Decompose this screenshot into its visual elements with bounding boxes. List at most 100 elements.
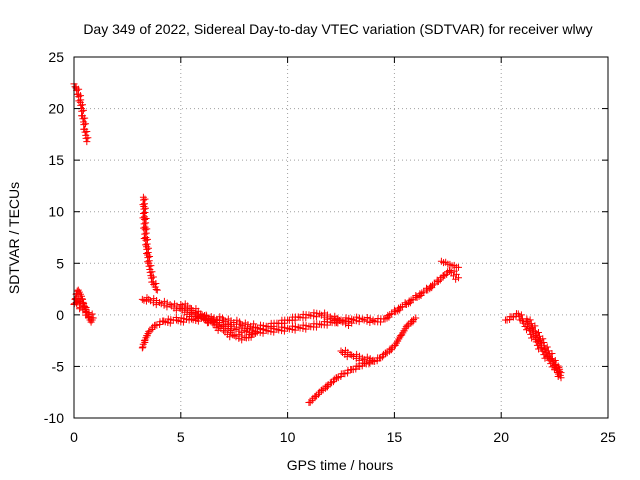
data-point-interp: [544, 347, 552, 355]
data-point-interp: [143, 332, 151, 340]
y-axis-label: SDTVAR / TECUs: [6, 182, 22, 294]
data-point-interp: [296, 324, 304, 332]
data-point-interp: [250, 330, 258, 338]
data-point-interp: [71, 83, 79, 91]
data-point: [316, 320, 324, 328]
data-point-interp: [280, 327, 288, 335]
data-point: [177, 301, 185, 309]
data-point-interp: [302, 314, 310, 322]
data-point-interp: [323, 383, 331, 391]
chart-title: Day 349 of 2022, Sidereal Day-to-day VTE…: [83, 21, 592, 37]
y-tick-label: 5: [56, 255, 64, 271]
data-point-interp: [278, 327, 286, 335]
data-point: [284, 324, 292, 332]
data-point-interp: [312, 313, 320, 321]
data-point-interp: [84, 134, 92, 142]
data-point-interp: [280, 319, 288, 327]
y-tick-label: 0: [56, 307, 64, 323]
data-point-interp: [396, 306, 404, 314]
data-point-interp: [76, 303, 84, 311]
data-point-interp: [194, 312, 202, 320]
data-point-interp: [141, 195, 149, 203]
data-point: [358, 315, 366, 323]
data-point-interp: [253, 324, 261, 332]
data-point: [294, 323, 302, 331]
data-point-interp: [146, 268, 154, 276]
x-axis-label: GPS time / hours: [287, 457, 394, 473]
data-point-interp: [394, 337, 402, 345]
data-point-interp: [156, 320, 164, 328]
x-tick-label: 20: [493, 429, 509, 445]
data-point: [557, 374, 565, 382]
data-point: [138, 344, 146, 352]
data-point-interp: [312, 323, 320, 331]
data-point-interp: [75, 297, 83, 305]
data-point: [153, 286, 161, 294]
y-tick-label: -5: [52, 358, 65, 374]
data-point-interp: [379, 353, 387, 361]
data-point-interp: [299, 325, 307, 333]
data-point: [273, 325, 281, 333]
data-point: [454, 274, 462, 282]
data-point: [252, 323, 260, 331]
data-point-interp: [543, 343, 551, 351]
data-point: [83, 138, 91, 146]
y-tick-label: -10: [44, 410, 64, 426]
data-point-interp: [555, 363, 563, 371]
data-point: [369, 317, 377, 325]
data-point-interp: [247, 333, 255, 341]
x-tick-label: 15: [387, 429, 403, 445]
data-point-interp: [152, 279, 160, 287]
data-point-interp: [551, 357, 559, 365]
data-point-interp: [148, 268, 156, 276]
data-point-interp: [285, 325, 293, 333]
data-point: [220, 316, 228, 324]
x-tick-label: 0: [70, 429, 78, 445]
data-point: [305, 322, 313, 330]
data-point-interp: [315, 390, 323, 398]
data-point: [348, 319, 356, 327]
data-point-interp: [288, 326, 296, 334]
data-point-interp: [256, 325, 264, 333]
y-tick-label: 20: [48, 101, 64, 117]
data-point-interp: [270, 322, 278, 330]
data-point: [348, 351, 356, 359]
data-point-interp: [377, 318, 385, 326]
data-point-interp: [323, 321, 331, 329]
data-point-interp: [428, 284, 436, 292]
data-point: [160, 317, 168, 325]
data-point: [369, 356, 377, 364]
data-point-interp: [436, 276, 444, 284]
data-point-interp: [270, 328, 278, 336]
data-point-interp: [527, 320, 535, 328]
data-point-interp: [82, 134, 90, 142]
data-point-interp: [79, 106, 87, 114]
data-point-interp: [329, 378, 337, 386]
data-point-interp: [443, 270, 451, 278]
y-tick-label: 15: [48, 152, 64, 168]
data-point-interp: [308, 397, 316, 405]
data-point: [337, 347, 345, 355]
data-point-interp: [307, 312, 315, 320]
axis-ticks: 0 5 10 15 20 25 -10 -5 0 5 10 15 20 25: [44, 49, 616, 445]
data-point-interp: [143, 250, 151, 258]
data-point-interp: [344, 369, 352, 377]
data-point-interp: [139, 340, 147, 348]
data-point-interp: [147, 262, 155, 270]
data-point: [237, 320, 245, 328]
data-point-interp: [388, 346, 396, 354]
data-point-interp: [77, 101, 85, 109]
data-point-interp: [517, 311, 525, 319]
data-point-interp: [275, 326, 283, 334]
data-point: [326, 313, 334, 321]
data-point-interp: [259, 325, 267, 333]
data-point-interp: [534, 328, 542, 336]
data-point-interp: [152, 285, 160, 293]
data-point: [454, 263, 462, 271]
data-point-interp: [400, 327, 408, 335]
data-point-interp: [148, 325, 156, 333]
data-point-interp: [75, 97, 83, 105]
data-point-interp: [140, 224, 148, 232]
data-point-interp: [409, 318, 417, 326]
data-point: [412, 314, 420, 322]
